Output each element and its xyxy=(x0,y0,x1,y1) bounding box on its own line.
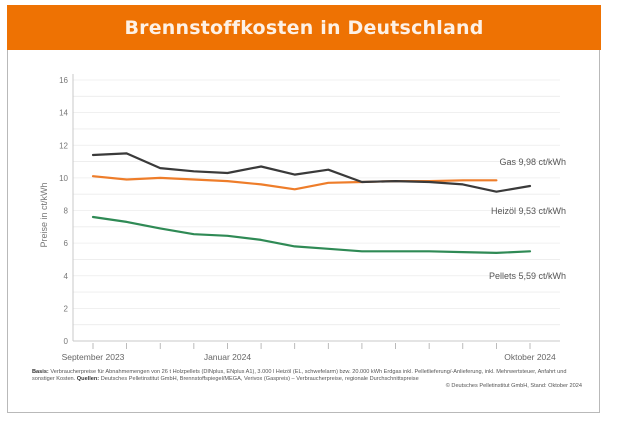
y-tick-labels: 0 2 4 6 8 10 12 14 16 xyxy=(59,76,68,346)
basis-label: Basis: xyxy=(32,369,49,375)
y-tick-label: 6 xyxy=(64,239,69,248)
series-line-pellets xyxy=(91,215,532,254)
series-line-gas xyxy=(91,152,532,193)
chart-title: Brennstoffkosten in Deutschland xyxy=(124,16,484,39)
footnote: Basis: Verbraucherpreise für Abnahmemeng… xyxy=(32,369,582,391)
y-tick-label: 16 xyxy=(59,76,68,85)
y-tick-label: 8 xyxy=(64,207,69,216)
y-tick-label: 14 xyxy=(59,109,68,118)
x-tick-label: Oktober 2024 xyxy=(504,352,556,362)
y-axis-title: Preise in ct/kWh xyxy=(39,182,49,247)
x-ticks: September 2023 Januar 2024 Oktober 2024 xyxy=(62,343,556,362)
y-tick-label: 4 xyxy=(64,272,69,281)
series-lines xyxy=(91,152,532,254)
sources-text: Deutsches Pelletinstitut GmbH, Brennstof… xyxy=(100,376,419,383)
y-tick-label: 0 xyxy=(64,337,69,346)
x-tick-label: September 2023 xyxy=(62,352,125,362)
sources-label: Quellen: xyxy=(76,376,100,383)
y-tick-label: 2 xyxy=(64,304,69,313)
basis-text: Verbraucherpreise für Abnahmemengen von … xyxy=(32,369,567,383)
end-label-pellets: Pellets 5,59 ct/kWh xyxy=(489,271,566,281)
y-tick-label: 12 xyxy=(59,141,68,150)
copyright: © Deutsches Pelletinstitut GmbH, Stand: … xyxy=(445,383,582,390)
footnote-text: Basis: Verbraucherpreise für Abnahmemeng… xyxy=(32,369,582,383)
gridlines xyxy=(73,79,560,326)
x-tick-label: Januar 2024 xyxy=(204,352,252,362)
end-label-gas: Gas 9,98 ct/kWh xyxy=(499,157,566,167)
y-tick-label: 10 xyxy=(59,174,68,183)
series-end-labels: Gas 9,98 ct/kWh Heizöl 9,53 ct/kWh Pellets… xyxy=(489,157,566,281)
end-label-heizoel: Heizöl 9,53 ct/kWh xyxy=(491,206,566,216)
chart-header: Brennstoffkosten in Deutschland xyxy=(7,5,601,50)
chart-card xyxy=(7,5,600,413)
axes xyxy=(72,74,560,342)
